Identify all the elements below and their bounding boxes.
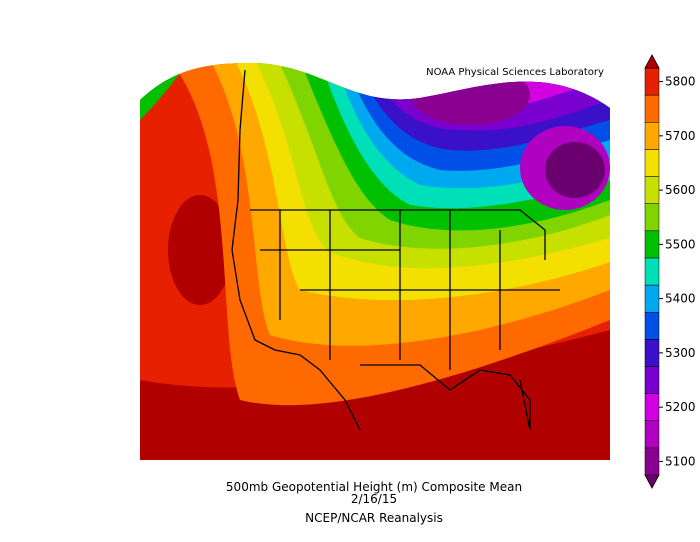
colorbar-label: 5600 [665, 183, 696, 197]
colorbar-label: 5200 [665, 400, 696, 414]
colorbar-label: 5700 [665, 129, 696, 143]
colorbar-band [644, 284, 660, 313]
colorbar-band [644, 230, 660, 259]
colorbar-band [644, 94, 660, 123]
height-field [140, 63, 610, 460]
colorbar-label: 5100 [665, 454, 696, 468]
colorbar-label: 5300 [665, 346, 696, 360]
boundaries [231, 69, 560, 431]
colorbar-band [644, 311, 660, 340]
colorbar-band [644, 203, 660, 232]
colorbar-band [644, 339, 660, 367]
colorbar-band [644, 149, 660, 177]
colorbar-band [644, 122, 660, 150]
colorbar-band [644, 393, 660, 421]
figure-date: 2/16/15 [351, 492, 397, 506]
colorbar-arrow [644, 54, 660, 69]
colorbar-band [644, 257, 660, 286]
figure-source: NCEP/NCAR Reanalysis [305, 511, 443, 525]
lab-title: NOAA Physical Sciences Laboratory [426, 67, 604, 78]
colorbar-band [644, 176, 660, 204]
colorbar-band [644, 420, 660, 449]
colorbar-band [644, 67, 660, 96]
colorbar-band [644, 447, 660, 476]
colorbar-label: 5400 [665, 292, 696, 306]
colorbar-label: 5800 [665, 75, 696, 89]
colorbar: 5100 5200 5300 5400 5500 5600 5700 5800 [644, 54, 696, 489]
figure-title: 500mb Geopotential Height (m) Composite … [226, 480, 522, 494]
colorbar-band [644, 366, 660, 394]
colorbar-label: 5500 [665, 237, 696, 251]
colorbar-arrow [644, 474, 660, 489]
